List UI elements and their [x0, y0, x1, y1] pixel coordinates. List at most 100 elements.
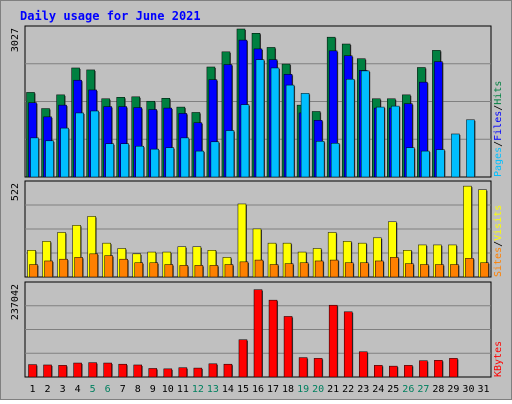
day-label-11: 11 [177, 384, 189, 395]
bar-kbytes-day-9 [148, 368, 158, 378]
day-label-24: 24 [372, 384, 384, 395]
day-label-29: 29 [447, 384, 459, 395]
bar-sites-day-22 [344, 262, 354, 278]
day-label-14: 14 [222, 384, 234, 395]
bar-sites-day-3 [59, 258, 68, 278]
day-label-31: 31 [477, 384, 489, 395]
day-label-27: 27 [417, 384, 429, 395]
bar-kbytes-day-10 [163, 368, 173, 378]
bar-kbytes-day-3 [58, 365, 67, 378]
bar-kbytes-day-5 [88, 362, 97, 378]
legend-separator: / [493, 241, 504, 247]
bar-sites-day-20 [314, 260, 324, 278]
legend-separator: / [493, 141, 504, 147]
bar-pages-day-8 [135, 145, 144, 178]
bar-sites-day-8 [134, 262, 143, 278]
bar-sites-day-7 [119, 258, 128, 278]
bar-kbytes-day-17 [268, 299, 278, 378]
bar-sites-day-10 [164, 264, 174, 278]
y-max-label: 3027 [10, 28, 21, 52]
bar-pages-day-13 [210, 141, 220, 178]
bar-sites-day-18 [284, 263, 294, 278]
bar-kbytes-day-20 [313, 358, 323, 378]
bar-kbytes-day-19 [298, 357, 308, 378]
day-label-8: 8 [135, 384, 141, 395]
legend: Pages/Files/Hits [493, 81, 504, 177]
day-label-20: 20 [312, 384, 324, 395]
bar-kbytes-day-29 [449, 358, 458, 378]
day-labels: 1 2 3 4 5 6 7 8 9 10 11 12 13 14 15 16 17 18 19 20 21 22 23 24 2… [30, 384, 490, 395]
bar-kbytes-day-15 [238, 339, 248, 378]
bar-sites-day-29 [450, 264, 459, 278]
bar-sites-day-13 [209, 265, 219, 278]
bar-kbytes-day-14 [223, 363, 233, 378]
y-max-label: 237042 [10, 284, 21, 320]
bar-kbytes-day-2 [43, 364, 52, 378]
bar-kbytes-day-23 [358, 351, 368, 378]
bar-pages-day-20 [315, 141, 325, 178]
bar-pages-day-25 [391, 105, 400, 178]
bar-pages-day-28 [436, 149, 445, 178]
panel-visits-sites: 522 Sites/Visits [10, 180, 504, 278]
bar-sites-day-30 [465, 258, 474, 278]
day-label-28: 28 [432, 384, 444, 395]
y-max-label: 522 [10, 183, 21, 201]
day-label-7: 7 [120, 384, 126, 395]
series-pages [30, 59, 476, 178]
bar-sites-day-25 [390, 257, 399, 278]
bar-pages-day-11 [180, 137, 190, 178]
day-label-17: 17 [267, 384, 279, 395]
bar-pages-day-30 [466, 119, 475, 178]
legend-sites: Sites [493, 247, 504, 277]
bar-sites-day-27 [420, 264, 429, 278]
bar-pages-day-29 [451, 133, 460, 178]
panel-kbytes: 237042 KBytes [10, 281, 504, 378]
day-label-23: 23 [357, 384, 369, 395]
day-label-9: 9 [150, 384, 156, 395]
bar-pages-day-27 [421, 150, 430, 178]
day-label-4: 4 [75, 384, 81, 395]
day-label-15: 15 [237, 384, 249, 395]
bar-kbytes-day-7 [118, 363, 127, 378]
bar-pages-day-17 [270, 67, 280, 178]
bar-sites-day-12 [194, 265, 204, 278]
day-label-2: 2 [45, 384, 51, 395]
legend-kbytes: KBytes [493, 341, 504, 377]
day-label-6: 6 [105, 384, 111, 395]
panels-layer: 3027 Pages/Files/Hits 522 Sites/Visits 23704… [10, 25, 504, 378]
chart-title: Daily usage for June 2021 [20, 9, 201, 23]
bar-kbytes-day-21 [328, 304, 338, 378]
day-label-16: 16 [252, 384, 264, 395]
day-label-12: 12 [192, 384, 204, 395]
day-label-3: 3 [60, 384, 66, 395]
day-label-18: 18 [282, 384, 294, 395]
bar-sites-day-23 [359, 262, 369, 278]
bar-kbytes-day-13 [208, 363, 218, 378]
day-label-21: 21 [327, 384, 339, 395]
bar-pages-day-15 [240, 104, 250, 178]
legend: Sites/Visits [493, 205, 504, 277]
bar-pages-day-4 [75, 112, 84, 178]
legend-files: Files [493, 111, 504, 141]
bar-pages-day-23 [360, 70, 370, 178]
bar-kbytes-day-18 [283, 316, 293, 378]
bar-sites-day-24 [375, 260, 384, 278]
bar-sites-day-5 [89, 253, 98, 278]
day-label-10: 10 [162, 384, 174, 395]
day-label-5: 5 [90, 384, 96, 395]
day-label-1: 1 [30, 384, 36, 395]
day-label-25: 25 [387, 384, 399, 395]
bar-sites-day-16 [254, 259, 264, 278]
bar-kbytes-day-27 [419, 360, 428, 378]
bar-pages-day-7 [120, 143, 129, 178]
day-label-26: 26 [402, 384, 414, 395]
bar-sites-day-21 [329, 259, 339, 278]
bar-sites-day-26 [405, 263, 414, 278]
bar-sites-day-4 [74, 257, 83, 278]
bar-sites-day-15 [239, 261, 249, 278]
legend-pages: Pages [493, 147, 504, 177]
bar-pages-day-6 [105, 143, 114, 178]
bar-pages-day-5 [90, 110, 99, 178]
series-sites [29, 253, 490, 278]
